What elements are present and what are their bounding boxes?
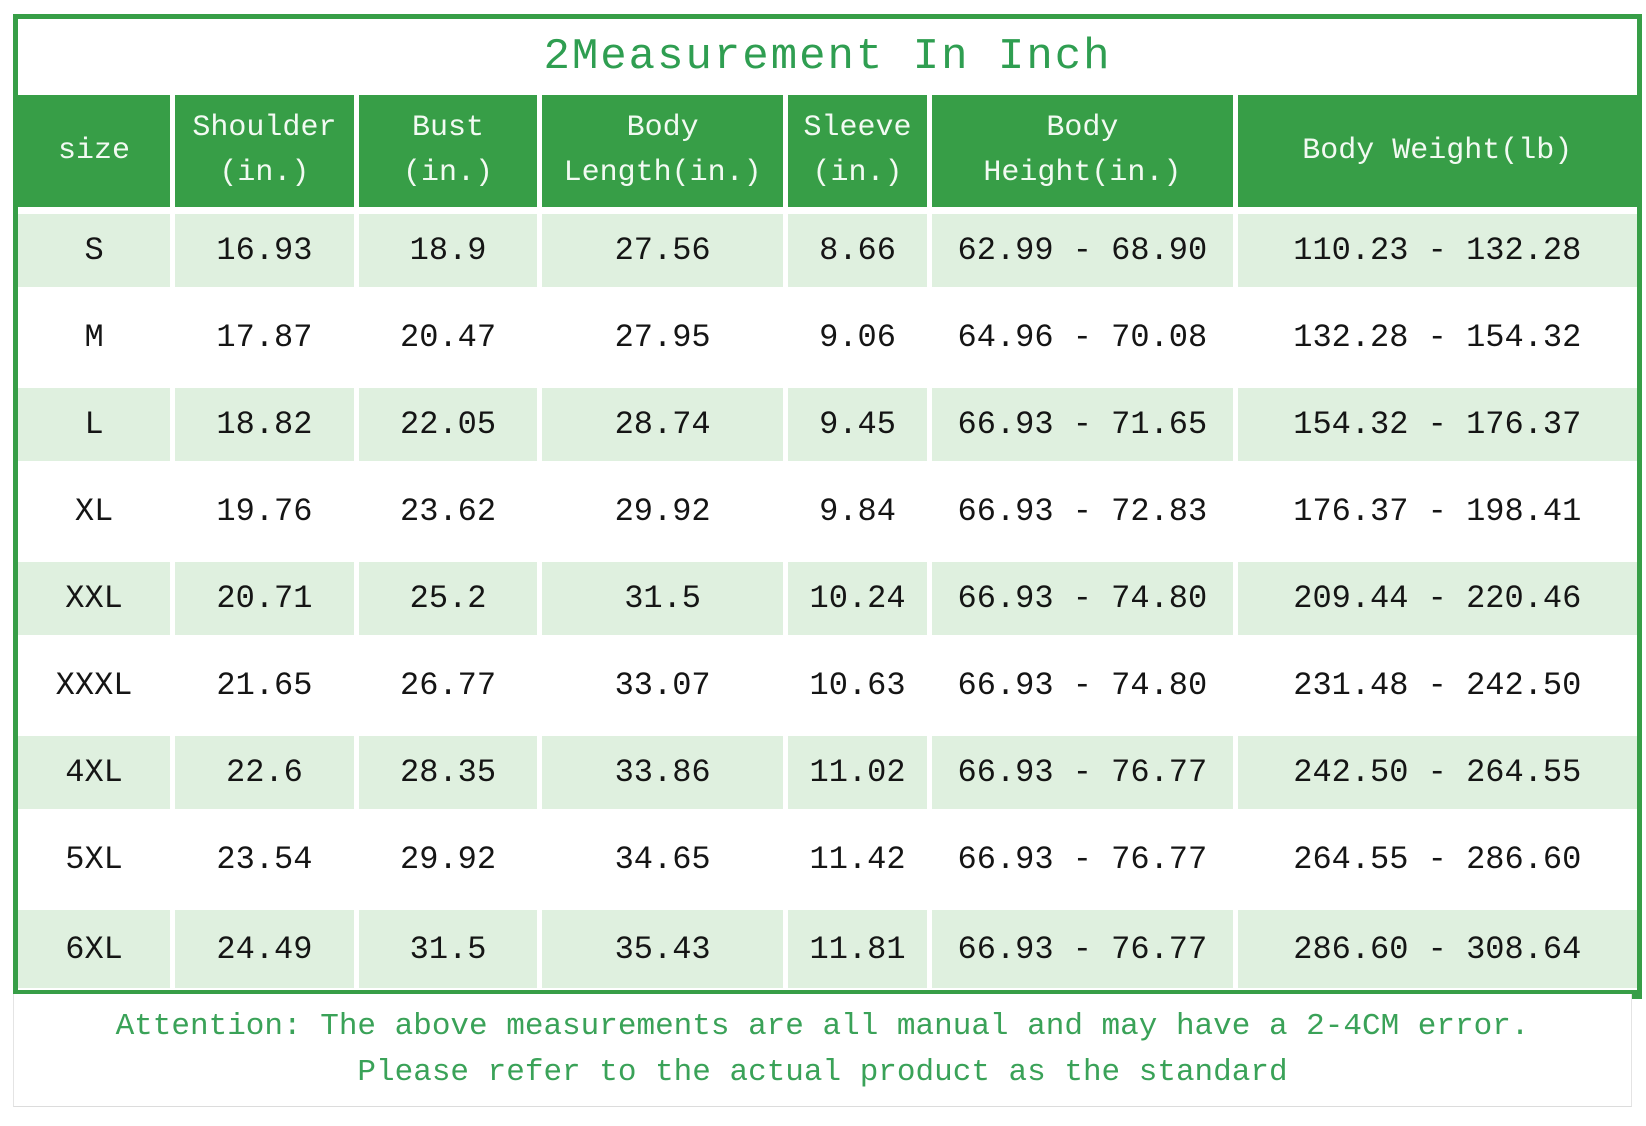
header-cell: Sleeve (in.) <box>787 95 928 207</box>
table-row: 5XL 23.54 29.92 34.65 11.42 66.93 - 76.77 264.… <box>18 816 1637 903</box>
table-cell: 242.50 - 264.55 <box>1237 736 1637 809</box>
table-cell: 209.44 - 220.46 <box>1237 562 1637 635</box>
table-cell: 176.37 - 198.41 <box>1293 493 1582 530</box>
table-cell: 28.35 <box>358 736 538 809</box>
table-cell: 66.93 - 76.77 <box>932 910 1233 988</box>
table-cell: 31.5 <box>358 910 538 988</box>
table-cell: 29.92 <box>614 493 711 530</box>
table-cell: 66.93 - 74.80 <box>932 562 1233 635</box>
table-cell: 62.99 - 68.90 <box>932 214 1233 287</box>
header-cell: Body Length(in.) <box>542 95 783 207</box>
table-row: 4XL 22.6 28.35 33.86 11.02 66.93 - 76.77 242.5… <box>18 729 1637 816</box>
chart-title: 2Measurement In Inch <box>543 32 1112 82</box>
table-row: 6XL 24.49 31.5 35.43 11.81 66.93 - 76.77 286.6… <box>18 903 1637 990</box>
table-cell: 110.23 - 132.28 <box>1237 214 1637 287</box>
table-cell: 66.93 - 71.65 <box>932 388 1233 461</box>
table-cell: 23.62 <box>400 493 497 530</box>
table-cell: 22.05 <box>358 388 538 461</box>
table-cell: 9.84 <box>819 493 896 530</box>
title-band: 2Measurement In Inch <box>18 19 1637 95</box>
table-cell: 66.93 - 76.77 <box>957 841 1208 878</box>
table-cell: 25.2 <box>358 562 538 635</box>
table-cell: 286.60 - 308.64 <box>1237 910 1637 988</box>
footer-note: Attention: The above measurements are al… <box>13 994 1632 1107</box>
table-cell: 132.28 - 154.32 <box>1293 319 1582 356</box>
table-cell: 10.63 <box>809 667 906 704</box>
attention-line-2: Please refer to the actual product as th… <box>357 1055 1288 1090</box>
header-cell: Shoulder (in.) <box>175 95 354 207</box>
table-row: XXXL 21.65 26.77 33.07 10.63 66.93 - 74.80 231… <box>18 642 1637 729</box>
size-cell: M <box>84 319 104 356</box>
table-row: XXL 20.71 25.2 31.5 10.24 66.93 - 74.80 209.44… <box>18 555 1637 642</box>
size-cell: XXL <box>18 562 171 635</box>
table-row: S 16.93 18.9 27.56 8.66 62.99 - 68.90 110.23 -… <box>18 207 1637 294</box>
table-row: XL 19.76 23.62 29.92 9.84 66.93 - 72.83 176.37… <box>18 468 1637 555</box>
table-cell: 11.42 <box>809 841 906 878</box>
table-cell: 20.71 <box>175 562 354 635</box>
table-cell: 34.65 <box>614 841 711 878</box>
table-cell: 28.74 <box>542 388 783 461</box>
table-cell: 27.56 <box>542 214 783 287</box>
table-cell: 27.95 <box>614 319 711 356</box>
table-cell: 9.06 <box>819 319 896 356</box>
table-cell: 64.96 - 70.08 <box>957 319 1208 356</box>
table-cell: 264.55 - 286.60 <box>1293 841 1582 878</box>
table-cell: 21.65 <box>216 667 313 704</box>
table-cell: 17.87 <box>216 319 313 356</box>
size-cell: L <box>18 388 171 461</box>
table-cell: 31.5 <box>542 562 783 635</box>
table-cell: 8.66 <box>787 214 928 287</box>
table-cell: 22.6 <box>175 736 354 809</box>
table-cell: 231.48 - 242.50 <box>1293 667 1582 704</box>
table-cell: 18.9 <box>358 214 538 287</box>
size-cell: 4XL <box>18 736 171 809</box>
table-cell: 29.92 <box>400 841 497 878</box>
table-cell: 11.81 <box>787 910 928 988</box>
table-row: M 17.87 20.47 27.95 9.06 64.96 - 70.08 132.28 … <box>18 294 1637 381</box>
header-cell: Body Height(in.) <box>932 95 1233 207</box>
table-cell: 23.54 <box>216 841 313 878</box>
table-cell: 33.07 <box>614 667 711 704</box>
size-chart-table: 2Measurement In Inch size Shoulder (in.) B… <box>13 14 1642 999</box>
header-cell: Bust (in.) <box>358 95 538 207</box>
table-row: L 18.82 22.05 28.74 9.45 66.93 - 71.65 154.32 … <box>18 381 1637 468</box>
header-cell: size <box>18 95 171 207</box>
table-cell: 19.76 <box>216 493 313 530</box>
table-cell: 66.93 - 76.77 <box>932 736 1233 809</box>
size-cell: XXXL <box>55 667 133 704</box>
table-cell: 18.82 <box>175 388 354 461</box>
table-cell: 20.47 <box>400 319 497 356</box>
table-cell: 16.93 <box>175 214 354 287</box>
size-cell: XL <box>74 493 114 530</box>
size-cell: 5XL <box>65 841 123 878</box>
attention-line-1: Attention: The above measurements are al… <box>115 1009 1530 1044</box>
table-cell: 26.77 <box>400 667 497 704</box>
table-cell: 24.49 <box>175 910 354 988</box>
size-cell: 6XL <box>18 910 171 988</box>
table-cell: 66.93 - 74.80 <box>957 667 1208 704</box>
table-cell: 154.32 - 176.37 <box>1237 388 1637 461</box>
size-cell: S <box>18 214 171 287</box>
table-cell: 33.86 <box>542 736 783 809</box>
header-cell: Body Weight(lb) <box>1237 95 1637 207</box>
table-header-row: size Shoulder (in.) Bust (in.) Body Length(… <box>18 95 1637 207</box>
table-cell: 9.45 <box>787 388 928 461</box>
table-cell: 10.24 <box>787 562 928 635</box>
table-cell: 35.43 <box>542 910 783 988</box>
table-cell: 66.93 - 72.83 <box>957 493 1208 530</box>
table-body: S 16.93 18.9 27.56 8.66 62.99 - 68.90 110.23 -… <box>18 207 1637 990</box>
table-cell: 11.02 <box>787 736 928 809</box>
